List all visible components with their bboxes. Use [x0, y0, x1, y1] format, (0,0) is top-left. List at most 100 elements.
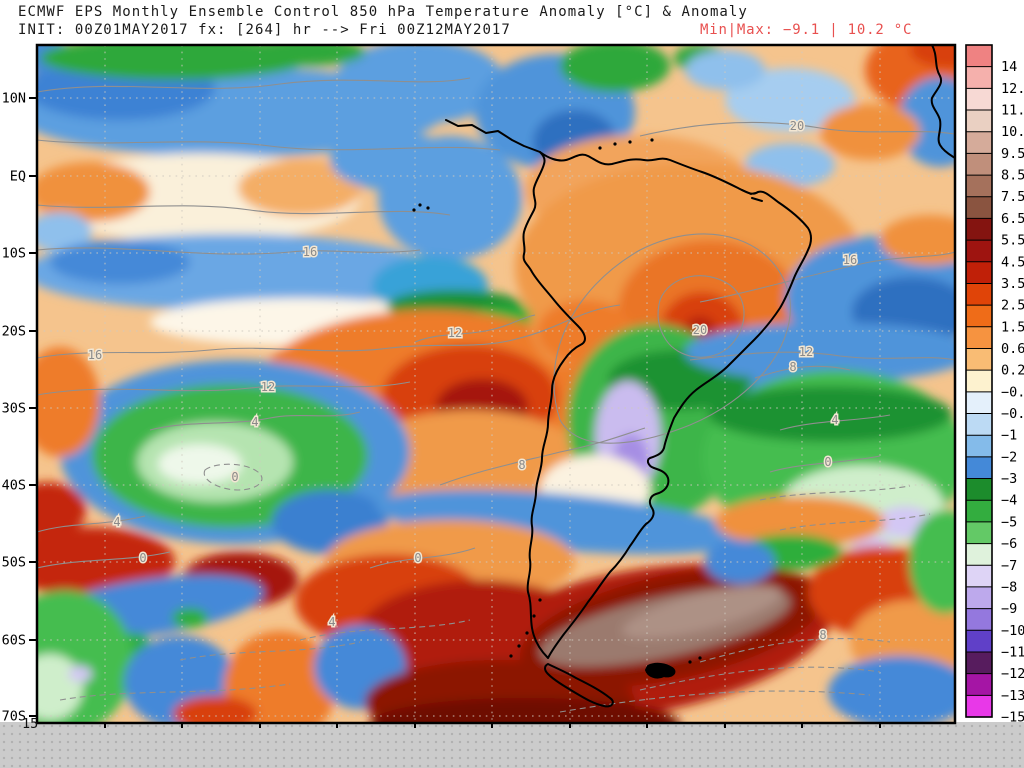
- island-speck: [509, 654, 513, 658]
- island-speck: [426, 206, 430, 210]
- colorbar-tick-label: 4.5: [1001, 254, 1024, 270]
- colorbar-segment: [966, 153, 992, 176]
- contour-label: 4: [251, 415, 258, 429]
- colorbar-tick-label: −6: [1001, 536, 1017, 552]
- colorbar-tick-label: 1.5: [1001, 319, 1024, 335]
- lat-label: 10N: [2, 91, 26, 107]
- colorbar-tick-label: 10.5: [1001, 124, 1024, 140]
- contour-label: 12: [799, 345, 813, 359]
- colorbar-tick-label: 6.5: [1001, 211, 1024, 227]
- contour-label: 16: [88, 348, 102, 362]
- colorbar-segment: [966, 500, 992, 523]
- lat-axis: 10N EQ 10S 20S 30S 40S 50S 60S 70S: [2, 91, 881, 728]
- colorbar-segment: [966, 521, 992, 545]
- colorbar-tick-label: 5.5: [1001, 233, 1024, 249]
- colorbar-segment: [966, 456, 992, 480]
- chart-title: ECMWF EPS Monthly Ensemble Control 850 h…: [18, 4, 748, 20]
- lat-label: 50S: [2, 555, 26, 571]
- island-speck: [418, 203, 422, 207]
- island-speck: [598, 146, 602, 150]
- colorbar-tick-label: −3: [1001, 471, 1017, 487]
- colorbar-tick-label: 3.5: [1001, 276, 1024, 292]
- colorbar-tick-label: 0.6: [1001, 341, 1024, 357]
- colorbar-tick-label: −2: [1001, 449, 1017, 465]
- colorbar-segment: [966, 110, 992, 133]
- contour-label: 4: [113, 515, 120, 529]
- colorbar-tick-label: 7.5: [1001, 189, 1024, 205]
- colorbar-tick-label: −13: [1001, 688, 1024, 704]
- colorbar-segment: [966, 370, 992, 393]
- colorbar-segment: [966, 565, 992, 588]
- colorbar-segment: [966, 478, 992, 501]
- colorbar-tick-label: −10: [1001, 623, 1024, 639]
- colorbar-segment: [966, 240, 992, 263]
- colorbar-tick-label: 11.5: [1001, 103, 1024, 119]
- colorbar-tick-label: −4: [1001, 493, 1017, 509]
- colorbar-tick-label: −0.4: [1001, 406, 1024, 422]
- lat-label: 70S: [2, 709, 26, 725]
- colorbar-tick-label: 14: [1001, 59, 1017, 75]
- lat-label: 60S: [2, 633, 26, 649]
- lat-label: EQ: [10, 169, 26, 185]
- colorbar-tick-label: −1: [1001, 428, 1017, 444]
- contour-label: 4: [328, 615, 335, 629]
- contour-label: 0: [824, 455, 831, 469]
- colorbar-segment: [966, 175, 992, 198]
- colorbar-tick-label: −5: [1001, 514, 1017, 530]
- bottom-margin-texture: [0, 722, 1024, 768]
- lat-label: 40S: [2, 478, 26, 494]
- colorbar-segment: [966, 391, 992, 415]
- colorbar: [965, 44, 993, 718]
- colorbar-segment: [966, 413, 992, 436]
- colorbar-segment: [966, 543, 992, 566]
- colorbar-segment: [966, 435, 992, 458]
- contour-label: 12: [448, 326, 462, 340]
- colorbar-segment: [966, 673, 992, 696]
- contour-label: 16: [303, 245, 317, 259]
- island-speck: [517, 644, 521, 648]
- island-speck: [538, 598, 542, 602]
- colorbar-segment: [966, 196, 992, 220]
- colorbar-tick-label: 12.5: [1001, 81, 1024, 97]
- colorbar-tick-label: −8: [1001, 579, 1017, 595]
- colorbar-tick-label: −11: [1001, 644, 1024, 660]
- contour-label: 20: [790, 119, 804, 133]
- init-forecast-line: INIT: 00Z01MAY2017 fx: [264] hr --> Fri …: [18, 22, 511, 38]
- colorbar-tick-label: −0.1: [1001, 384, 1024, 400]
- island-speck: [412, 208, 416, 212]
- lat-label: 10S: [2, 246, 26, 262]
- corner-lon-label: 15: [22, 716, 39, 732]
- contour-lines: [37, 77, 955, 713]
- colorbar-tick-label: −9: [1001, 601, 1017, 617]
- island-speck: [532, 614, 536, 618]
- lat-label: 20S: [2, 324, 26, 340]
- contour-label: 0: [139, 551, 146, 565]
- colorbar-segment: [966, 45, 992, 68]
- colorbar-tick-label: 8.5: [1001, 168, 1024, 184]
- colorbar-segment: [966, 283, 992, 306]
- colorbar-segment: [966, 608, 992, 631]
- contour-label: 0: [231, 470, 238, 484]
- colorbar-segment: [966, 131, 992, 154]
- island-speck: [525, 631, 529, 635]
- colorbar-labels: 14 12.5 11.5 10.5 9.5 8.5 7.5 6.5 5.5 4.5 3.5 2.5 1.…: [1001, 59, 1024, 725]
- colorbar-segment: [966, 88, 992, 111]
- colorbar-tick-label: −7: [1001, 558, 1017, 574]
- colorbar-segment: [966, 218, 992, 241]
- contour-label: 20: [693, 323, 707, 337]
- island-speck: [613, 142, 617, 146]
- contour-label: 8: [789, 360, 796, 374]
- colorbar-segment: [966, 326, 992, 350]
- colorbar-segment: [966, 586, 992, 610]
- contour-label: 8: [518, 458, 525, 472]
- map-frame: [35, 43, 957, 725]
- island-speck: [688, 660, 692, 664]
- contour-label: 0: [414, 551, 421, 565]
- contour-label: 8: [819, 628, 826, 642]
- island-speck: [628, 140, 632, 144]
- colorbar-segment: [966, 261, 992, 285]
